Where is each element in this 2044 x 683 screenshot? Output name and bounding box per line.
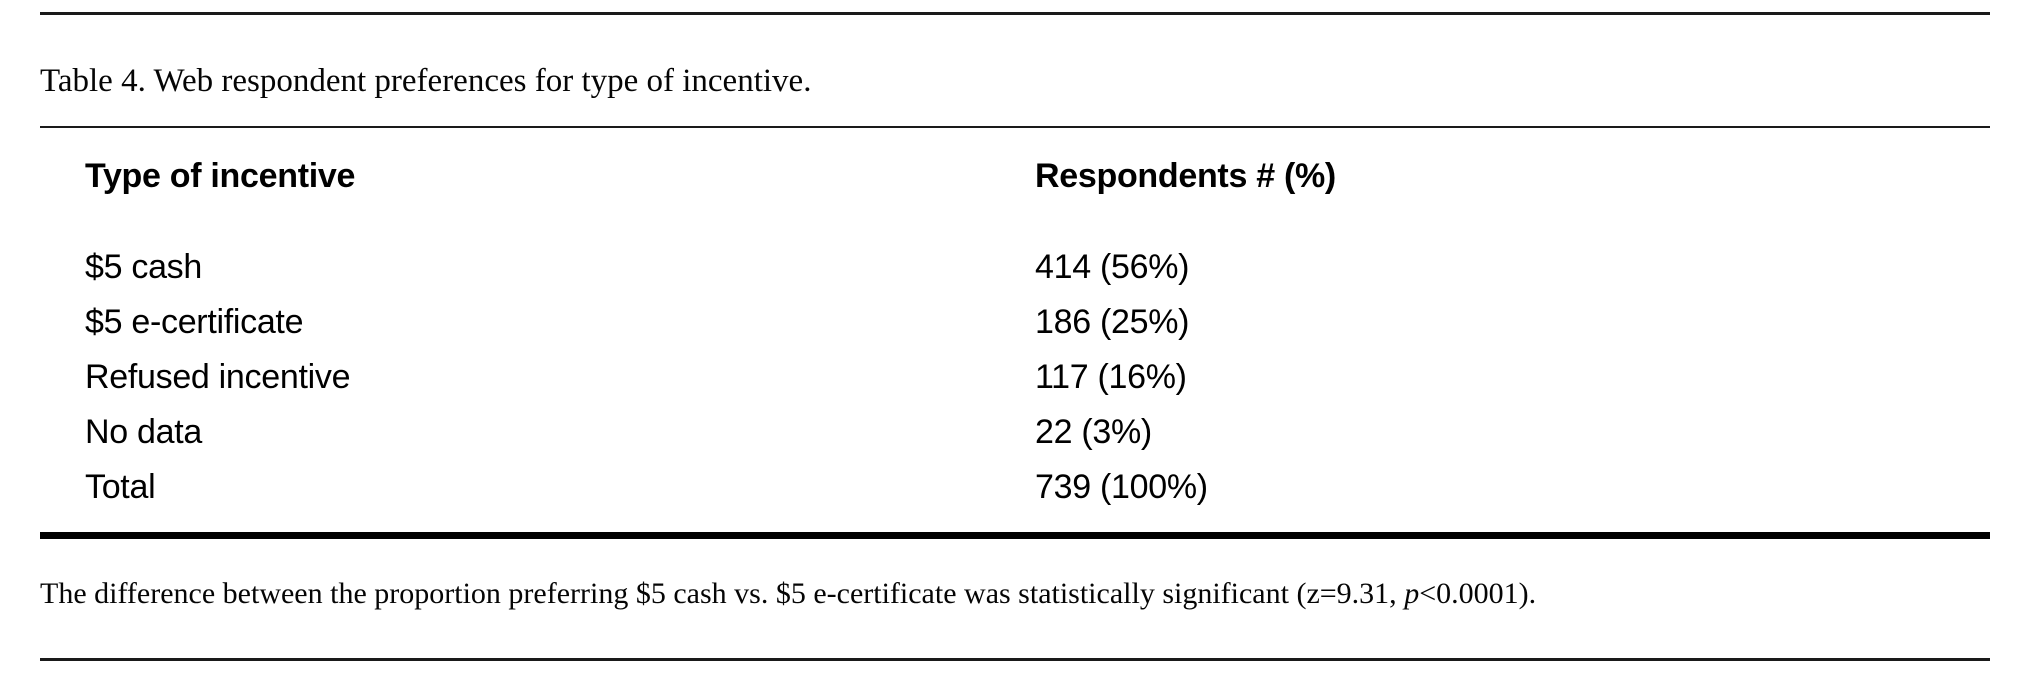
caption-divider-rule <box>40 126 1990 128</box>
table-row: $5 cash 414 (56%) <box>85 240 1990 295</box>
row-label-cash: $5 cash <box>85 247 202 286</box>
footnote-text-before: The difference between the proportion pr… <box>40 577 1405 610</box>
row-label-total: Total <box>85 467 156 506</box>
table-row: $5 e-certificate 186 (25%) <box>85 295 1990 350</box>
row-value-refused: 117 (16%) <box>1035 357 1187 396</box>
table-row: Refused incentive 117 (16%) <box>85 350 1990 405</box>
table-caption: Table 4. Web respondent preferences for … <box>40 63 812 99</box>
row-value-total: 739 (100%) <box>1035 467 1208 506</box>
table-row: Total 739 (100%) <box>85 460 1990 515</box>
row-value-ecertificate: 186 (25%) <box>1035 302 1190 341</box>
table-header-row: Type of incentive Respondents # (%) <box>85 156 1990 197</box>
row-label-refused: Refused incentive <box>85 357 351 396</box>
table-footnote: The difference between the proportion pr… <box>40 576 1536 612</box>
row-value-cash: 414 (56%) <box>1035 247 1190 286</box>
bottom-rule <box>40 658 1990 661</box>
top-rule <box>40 12 1990 15</box>
footnote-p-symbol: p <box>1404 577 1420 610</box>
row-label-no-data: No data <box>85 412 202 451</box>
row-label-ecertificate: $5 e-certificate <box>85 302 304 341</box>
table-bottom-rule <box>40 532 1990 539</box>
row-value-no-data: 22 (3%) <box>1035 412 1152 451</box>
column-header-type-of-incentive: Type of incentive <box>85 157 356 195</box>
footnote-text-after: <0.0001). <box>1419 577 1537 610</box>
table-row: No data 22 (3%) <box>85 405 1990 460</box>
incentive-table: Type of incentive Respondents # (%) $5 c… <box>85 156 1990 515</box>
column-header-respondents: Respondents # (%) <box>1035 157 1336 195</box>
